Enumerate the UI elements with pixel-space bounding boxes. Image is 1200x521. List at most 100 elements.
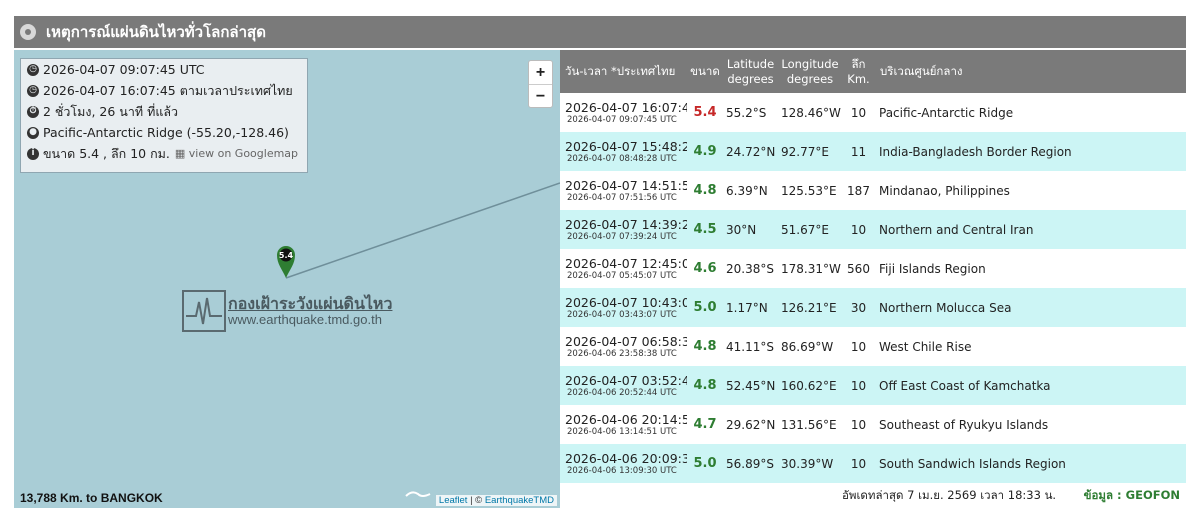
marker-magnitude: 5.4: [279, 251, 294, 260]
table-row[interactable]: 2026-04-07 12:45:07 2026-04-07 05:45:07 U…: [560, 249, 1186, 288]
cell-region: Mindanao, Philippines: [879, 183, 1010, 198]
cell-datetime: 2026-04-06 20:14:51 2026-04-06 13:14:51 U…: [560, 405, 687, 444]
info-summary: ขนาด 5.4 , ลึก 10 กม.: [43, 145, 170, 161]
record-icon: [20, 24, 36, 40]
cell-datetime: 2026-04-07 06:58:38 2026-04-06 23:58:38 U…: [560, 327, 687, 366]
table-row[interactable]: 2026-04-07 14:51:56 2026-04-07 07:51:56 U…: [560, 171, 1186, 210]
col-longitude[interactable]: Longitude degrees: [778, 50, 842, 93]
cell-longitude: 86.69°W: [781, 339, 834, 354]
watermark-title: กองเฝ้าระวังแผ่นดินไหว: [228, 294, 393, 313]
leaflet-link[interactable]: Leaflet: [438, 495, 468, 506]
cell-datetime: 2026-04-07 15:48:28 2026-04-07 08:48:28 U…: [560, 132, 687, 171]
tmd-watermark: กองเฝ้าระวังแผ่นดินไหว www.earthquake.tm…: [182, 290, 392, 332]
col-region[interactable]: บริเวณศูนย์กลาง: [880, 64, 963, 78]
table-row[interactable]: 2026-04-07 14:39:24 2026-04-07 07:39:24 U…: [560, 210, 1186, 249]
col-datetime[interactable]: วัน-เวลา *ประเทศไทย: [565, 64, 676, 78]
col-latitude[interactable]: Latitude degrees: [723, 50, 778, 93]
cell-depth: 10: [850, 456, 867, 471]
cell-region: Off East Coast of Kamchatka: [879, 378, 1051, 393]
cell-local-time: 2026-04-07 15:48:28: [565, 138, 687, 154]
table-row[interactable]: 2026-04-07 03:52:44 2026-04-06 20:52:44 U…: [560, 366, 1186, 405]
cell-local-time: 2026-04-07 14:51:56: [565, 177, 687, 193]
zoom-out-button[interactable]: −: [535, 87, 546, 105]
col-depth[interactable]: ลึก Km.: [842, 50, 875, 93]
cell-datetime: 2026-04-07 12:45:07 2026-04-07 05:45:07 U…: [560, 249, 687, 288]
cell-magnitude: 4.8: [693, 378, 717, 393]
cell-magnitude: 4.5: [693, 222, 717, 237]
table-header-row: วัน-เวลา *ประเทศไทย ขนาด Latitude degrees…: [560, 50, 1186, 93]
col-depth-1: ลึก: [851, 56, 866, 71]
cell-magnitude: 4.7: [693, 417, 717, 432]
cell-local-time: 2026-04-07 16:07:45: [565, 99, 687, 115]
cell-local-time: 2026-04-07 10:43:07: [565, 294, 687, 310]
table-row[interactable]: 2026-04-06 20:14:51 2026-04-06 13:14:51 U…: [560, 405, 1186, 444]
cell-latitude: 1.17°N: [726, 300, 768, 315]
table-row[interactable]: 2026-04-07 16:07:45 2026-04-07 09:07:45 U…: [560, 93, 1186, 132]
cell-magnitude: 4.9: [693, 144, 717, 159]
cell-longitude: 51.67°E: [781, 222, 829, 237]
map-attribution: Leaflet | © EarthquakeTMD: [435, 495, 557, 506]
cell-depth: 187: [847, 183, 870, 198]
cell-depth: 10: [850, 378, 867, 393]
data-source[interactable]: ข้อมูล : GEOFON: [1083, 488, 1180, 502]
owner-link[interactable]: EarthquakeTMD: [484, 495, 554, 506]
cell-utc-time: 2026-04-07 08:48:28 UTC: [567, 153, 677, 164]
table-row[interactable]: 2026-04-07 10:43:07 2026-04-07 03:43:07 U…: [560, 288, 1186, 327]
info-elapsed: 2 ชั่วโมง, 26 นาที ที่แล้ว: [43, 103, 179, 119]
info-thai-time: 2026-04-07 16:07:45 ตามเวลาประเทศไทย: [43, 82, 293, 98]
cell-region: South Sandwich Islands Region: [879, 456, 1066, 471]
marker-pin-icon: 5.4: [277, 246, 295, 278]
cell-magnitude: 5.4: [693, 105, 717, 120]
cell-region: Northern and Central Iran: [879, 222, 1034, 237]
table-row[interactable]: 2026-04-07 15:48:28 2026-04-07 08:48:28 U…: [560, 132, 1186, 171]
watermark-url: www.earthquake.tmd.go.th: [228, 312, 382, 327]
cell-magnitude: 5.0: [693, 456, 717, 471]
earthquake-marker[interactable]: 5.4: [276, 245, 296, 284]
map-panel[interactable]: ◷ 2026-04-07 09:07:45 UTC ◷ 2026-04-07 1…: [14, 50, 560, 508]
cell-latitude: 56.89°S: [726, 456, 774, 471]
info-location-row: ● Pacific-Antarctic Ridge (-55.20,-128.4…: [21, 122, 307, 143]
info-elapsed-row: ⏱ 2 ชั่วโมง, 26 นาที ที่แล้ว: [21, 101, 307, 122]
cell-latitude: 30°N: [726, 222, 757, 237]
cell-utc-time: 2026-04-06 20:52:44 UTC: [567, 387, 677, 398]
cell-region: Fiji Islands Region: [879, 261, 986, 276]
cell-latitude: 55.2°S: [726, 105, 767, 120]
cell-latitude: 20.38°S: [726, 261, 774, 276]
table-row[interactable]: 2026-04-06 20:09:30 2026-04-06 13:09:30 U…: [560, 444, 1186, 483]
map-pin-icon: ●: [27, 126, 39, 139]
cell-magnitude: 5.0: [693, 300, 717, 315]
col-latitude-1: Latitude: [726, 56, 775, 71]
cell-local-time: 2026-04-06 20:14:51: [565, 411, 687, 427]
cell-utc-time: 2026-04-06 13:14:51 UTC: [567, 426, 677, 437]
cell-longitude: 178.31°W: [781, 261, 841, 276]
cell-depth: 30: [850, 300, 867, 315]
cell-depth: 10: [850, 222, 867, 237]
cell-longitude: 131.56°E: [781, 417, 837, 432]
cell-latitude: 6.39°N: [726, 183, 768, 198]
col-magnitude[interactable]: ขนาด: [690, 64, 720, 78]
cell-datetime: 2026-04-07 16:07:45 2026-04-07 09:07:45 U…: [560, 93, 687, 132]
googlemap-link[interactable]: ▦ view on Googlemap: [175, 147, 298, 160]
col-depth-2: Km.: [847, 71, 870, 86]
cell-depth: 10: [850, 105, 867, 120]
cell-latitude: 41.11°S: [726, 339, 774, 354]
cell-region: West Chile Rise: [879, 339, 972, 354]
cell-latitude: 29.62°N: [726, 417, 776, 432]
cell-utc-time: 2026-04-07 05:45:07 UTC: [567, 270, 677, 281]
cell-utc-time: 2026-04-07 03:43:07 UTC: [567, 309, 677, 320]
cell-utc-time: 2026-04-06 13:09:30 UTC: [567, 465, 677, 476]
cell-latitude: 52.45°N: [726, 378, 776, 393]
info-location: Pacific-Antarctic Ridge (-55.20,-128.46): [43, 125, 289, 140]
cell-region: India-Bangladesh Border Region: [879, 144, 1072, 159]
cell-local-time: 2026-04-07 06:58:38: [565, 333, 687, 349]
zoom-in-button[interactable]: +: [529, 61, 552, 85]
cell-datetime: 2026-04-07 03:52:44 2026-04-06 20:52:44 U…: [560, 366, 687, 405]
col-longitude-2: degrees: [786, 71, 834, 86]
table-row[interactable]: 2026-04-07 06:58:38 2026-04-06 23:58:38 U…: [560, 327, 1186, 366]
cell-region: Northern Molucca Sea: [879, 300, 1012, 315]
earthquake-table: วัน-เวลา *ประเทศไทย ขนาด Latitude degrees…: [560, 50, 1186, 483]
zoom-control: + −: [528, 60, 553, 108]
distance-line: [285, 182, 560, 279]
cell-longitude: 160.62°E: [781, 378, 837, 393]
cell-longitude: 30.39°W: [781, 456, 834, 471]
